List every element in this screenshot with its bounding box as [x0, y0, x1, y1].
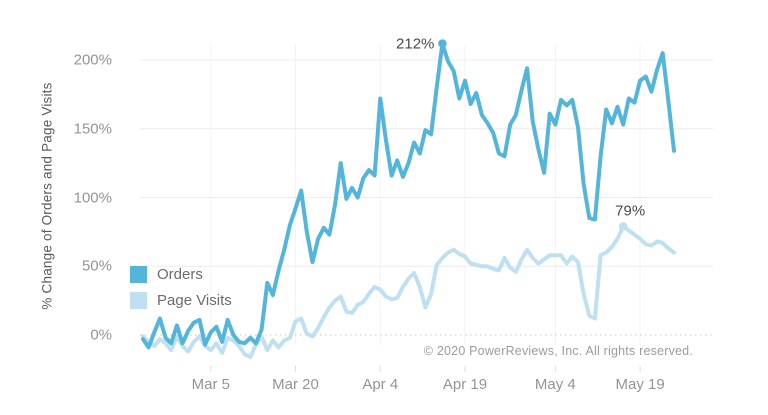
legend-item-page-visits: Page Visits	[130, 292, 232, 309]
annotation-79%: 79%	[615, 202, 646, 220]
peak-marker-212%	[438, 39, 447, 48]
annotation-212%: 212%	[396, 35, 435, 52]
legend-label-orders: Orders	[157, 266, 203, 283]
x-tick-label: Apr 4	[362, 376, 399, 393]
x-tick-label: May 4	[534, 376, 576, 393]
x-tick-label: Apr 19	[442, 376, 488, 393]
y-tick-label: 100%	[73, 189, 112, 206]
x-tick-label: Mar 20	[272, 376, 319, 393]
x-tick-label: May 19	[615, 376, 665, 393]
legend-item-orders: Orders	[130, 266, 232, 283]
y-tick-label: 50%	[81, 257, 112, 275]
legend: Orders Page Visits	[130, 266, 232, 309]
y-tick-label: 200%	[73, 51, 112, 69]
y-tick-label: 150%	[73, 120, 112, 138]
peak-marker-79%	[618, 222, 628, 231]
y-tick-label: 0%	[90, 326, 112, 344]
x-tick-label: Mar 5	[191, 376, 230, 393]
copyright-text: © 2020 PowerReviews, Inc. All rights res…	[423, 344, 693, 358]
page-visits-line	[141, 224, 676, 359]
orders-swatch-icon	[130, 266, 147, 283]
page-visits-swatch-icon	[130, 292, 147, 309]
legend-label-page-visits: Page Visits	[157, 292, 232, 309]
orders-line	[141, 41, 676, 350]
